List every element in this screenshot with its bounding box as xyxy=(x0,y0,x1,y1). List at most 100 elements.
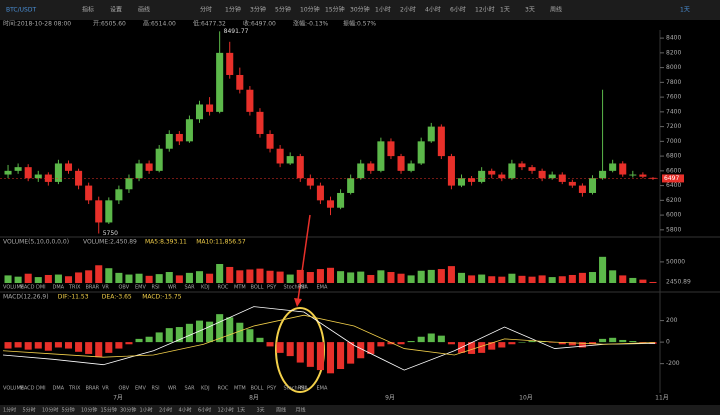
indicator-tab[interactable]: DMI xyxy=(36,386,46,392)
candle-body xyxy=(568,181,576,186)
tool-button[interactable]: 画线 xyxy=(138,6,150,14)
indicator-tab[interactable]: MACD xyxy=(20,285,35,291)
indicator-tab[interactable]: PSY xyxy=(267,386,277,392)
volume-bar xyxy=(468,275,476,283)
bottom-period[interactable]: 3天 xyxy=(257,408,265,414)
period-button[interactable]: 1小时 xyxy=(375,6,391,14)
macd-bar xyxy=(639,342,647,343)
period-button[interactable]: 15分钟 xyxy=(325,6,345,14)
period-button[interactable]: 3分钟 xyxy=(250,6,266,14)
volume-bar xyxy=(145,275,153,283)
period-button[interactable]: 4小时 xyxy=(425,6,441,14)
period-button[interactable]: 12小时 xyxy=(475,6,495,14)
indicator-tab[interactable]: MTM xyxy=(234,386,246,392)
indicator-tab[interactable]: RSI xyxy=(152,285,160,291)
indicator-tab[interactable]: VOLUME xyxy=(3,386,24,392)
period-button[interactable]: 10分钟 xyxy=(300,6,320,14)
indicator-tab[interactable]: BRAR xyxy=(86,386,100,392)
volume-bar xyxy=(447,266,455,283)
bottom-period[interactable]: 1小时 xyxy=(140,407,153,414)
y-tick-label: 50000 xyxy=(666,258,685,265)
period-button[interactable]: 6小时 xyxy=(450,6,466,14)
bottom-period[interactable]: 10分时 xyxy=(42,407,58,414)
volume-bar xyxy=(246,269,254,283)
macd-bar xyxy=(326,342,335,374)
bottom-period[interactable]: 2小时 xyxy=(159,407,172,414)
indicator-tab[interactable]: BOLL xyxy=(251,386,264,392)
bottom-period[interactable]: 4小时 xyxy=(179,407,192,414)
macd-bar xyxy=(558,342,566,345)
indicator-tab[interactable]: WR xyxy=(168,285,177,291)
symbol[interactable]: BTC/USDT xyxy=(6,7,36,14)
period-select[interactable]: 1天 xyxy=(680,7,690,14)
period-button[interactable]: 1分钟 xyxy=(225,6,241,14)
indicator-tab[interactable]: MACD xyxy=(20,386,35,392)
indicator-tab[interactable]: EMV xyxy=(135,386,146,392)
tool-button[interactable]: 指标 xyxy=(82,6,94,14)
indicator-tab[interactable]: EMA xyxy=(317,285,328,291)
indicator-tab[interactable]: VR xyxy=(102,285,109,291)
bottom-period[interactable]: 15分钟 xyxy=(101,407,117,414)
period-button[interactable]: 1天 xyxy=(500,7,510,14)
indicator-tab[interactable]: BRAR xyxy=(86,285,100,291)
indicator-tab[interactable]: MA xyxy=(300,285,308,291)
volume-bar xyxy=(538,275,546,283)
macd-bar xyxy=(115,342,123,349)
indicator-tab[interactable]: KDJ xyxy=(201,386,210,392)
macd-bar xyxy=(528,341,536,343)
volume-bar xyxy=(14,276,22,283)
info-field: 开:6505.60 xyxy=(93,21,126,28)
tool-button[interactable]: 设置 xyxy=(110,6,122,14)
indicator-tab[interactable]: VOLUME xyxy=(3,285,24,291)
indicator-tab[interactable]: ROC xyxy=(218,386,229,392)
bottom-period[interactable]: 5分时 xyxy=(23,407,36,414)
indicator-tab[interactable]: OBV xyxy=(119,285,130,291)
indicator-tab[interactable]: VR xyxy=(102,386,109,392)
indicator-tab[interactable]: OBV xyxy=(119,386,130,392)
bottom-period[interactable]: 30分钟 xyxy=(120,407,136,414)
indicator-tab[interactable]: MTM xyxy=(234,285,246,291)
indicator-tab[interactable]: ROC xyxy=(218,285,229,291)
volume-bar xyxy=(155,274,163,283)
indicator-tab[interactable]: DMA xyxy=(53,386,65,392)
indicator-tab[interactable]: EMA xyxy=(317,386,328,392)
indicator-tab[interactable]: DMI xyxy=(36,285,46,291)
indicator-tab[interactable]: MA xyxy=(300,386,308,392)
indicator-tab[interactable]: WR xyxy=(168,386,177,392)
bottom-period[interactable]: 5分钟 xyxy=(62,407,75,414)
indicator-tab[interactable]: TRIX xyxy=(68,285,81,291)
volume-bar xyxy=(639,279,647,283)
period-button[interactable]: 2小时 xyxy=(400,6,416,14)
macd-bar xyxy=(14,342,22,348)
indicator-tab[interactable]: StochRSI xyxy=(284,285,306,291)
bottom-period[interactable]: 月线 xyxy=(296,407,306,414)
period-button[interactable]: 30分钟 xyxy=(350,6,370,14)
indicator-tab[interactable]: PSY xyxy=(267,285,277,291)
period-button[interactable]: 5分钟 xyxy=(275,6,291,14)
macd-bar xyxy=(498,342,506,348)
bottom-period[interactable]: 12小时 xyxy=(218,407,234,414)
indicator-tab[interactable]: TRIX xyxy=(68,386,81,392)
indicator-tab[interactable]: RSI xyxy=(152,386,160,392)
bottom-period[interactable]: 1天 xyxy=(237,408,245,414)
period-button[interactable]: 3天 xyxy=(525,7,535,14)
bottom-period[interactable]: 6小时 xyxy=(198,407,211,414)
volume-bar xyxy=(175,275,183,283)
indicator-tab[interactable]: KDJ xyxy=(201,285,210,291)
bottom-period[interactable]: 周线 xyxy=(276,407,286,414)
indicator-tab[interactable]: StochRSI xyxy=(284,386,306,392)
y-tick-label: 6400 xyxy=(666,182,681,189)
indicator-tab[interactable]: DMA xyxy=(53,285,65,291)
bottom-period[interactable]: 10分钟 xyxy=(81,407,97,414)
macd-bar xyxy=(518,342,526,343)
candle-body xyxy=(468,178,476,182)
indicator-tab[interactable]: SAR xyxy=(185,386,196,392)
indicator-tab[interactable]: SAR xyxy=(185,285,196,291)
indicator-tab[interactable]: BOLL xyxy=(251,285,264,291)
volume-bar xyxy=(508,273,516,283)
candle-body xyxy=(105,200,113,223)
bottom-period[interactable]: 1分时 xyxy=(3,407,16,414)
period-button[interactable]: 分时 xyxy=(200,6,212,14)
period-button[interactable]: 周线 xyxy=(550,6,562,14)
indicator-tab[interactable]: EMV xyxy=(135,285,146,291)
